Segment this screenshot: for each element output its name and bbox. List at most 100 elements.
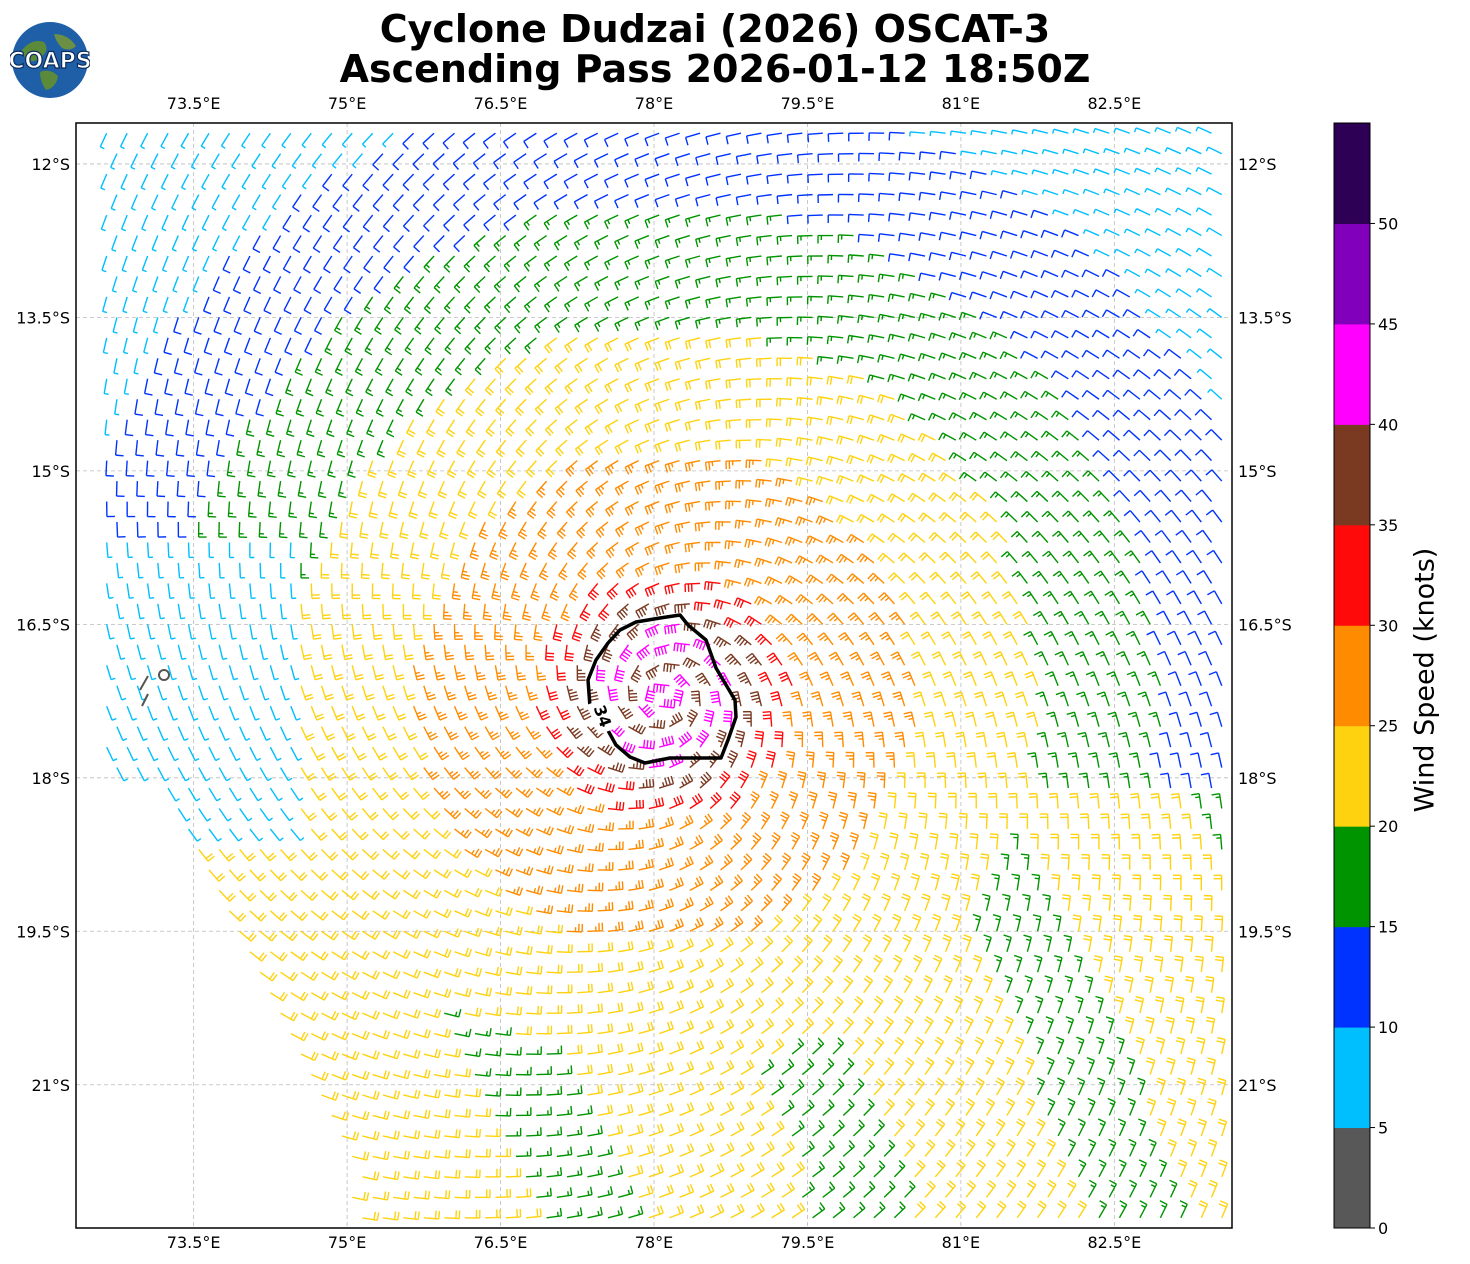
wind-barb — [395, 398, 404, 417]
wind-barb — [165, 460, 175, 478]
wind-barb — [989, 210, 1008, 219]
wind-barb — [535, 439, 548, 457]
wind-barb — [1134, 530, 1151, 543]
wind-barb — [856, 513, 875, 524]
wind-barb — [887, 253, 905, 262]
wind-barb — [725, 296, 742, 308]
wind-barb — [393, 276, 404, 294]
wind-barb — [664, 378, 680, 392]
wind-barb — [847, 254, 864, 263]
wind-barb — [495, 439, 507, 458]
wind-barb — [402, 132, 415, 150]
wind-barb — [236, 440, 245, 458]
wind-barb — [1205, 146, 1223, 155]
wind-barb — [856, 354, 875, 364]
wind-barb — [1041, 510, 1059, 523]
wind-barb — [265, 419, 275, 437]
wind-barb — [271, 153, 282, 170]
wind-barb — [1113, 167, 1130, 175]
wind-barb — [301, 132, 312, 149]
wind-barb — [146, 501, 156, 518]
wind-barb — [694, 316, 711, 329]
wind-barb — [573, 194, 588, 210]
wind-barb — [264, 378, 274, 397]
wind-barb — [785, 457, 803, 467]
wind-barb — [584, 419, 599, 436]
wind-barb — [999, 270, 1018, 280]
wind-barb — [122, 296, 128, 314]
wind-barb — [755, 438, 772, 448]
wind-barb — [184, 378, 193, 396]
wind-barb — [262, 214, 271, 231]
wind-barb — [1040, 269, 1059, 279]
wind-barb — [536, 480, 548, 499]
wind-barb — [959, 551, 977, 564]
wind-barb — [493, 153, 507, 170]
lon-label-bottom: 79.5°E — [781, 1233, 835, 1252]
wind-barb — [1194, 408, 1213, 421]
wind-barb — [105, 460, 114, 477]
wind-barb — [442, 132, 455, 150]
wind-barb — [102, 337, 108, 355]
wind-barb — [215, 399, 224, 417]
wind-barb — [1195, 166, 1212, 175]
wind-barb — [284, 378, 294, 397]
wind-barb — [193, 358, 203, 376]
wind-barb — [314, 358, 323, 376]
wind-barb — [756, 153, 772, 165]
wind-barb — [525, 460, 537, 478]
wind-barb — [856, 394, 875, 405]
wind-barb — [938, 191, 956, 200]
wind-barb — [261, 132, 271, 149]
wind-barb — [573, 234, 588, 251]
wind-barb — [465, 419, 476, 438]
wind-barb — [848, 132, 864, 142]
wind-barb — [374, 357, 384, 376]
wind-barb — [775, 477, 793, 487]
wind-barb — [153, 358, 163, 376]
wind-barb — [407, 460, 417, 479]
wind-barb — [553, 194, 568, 210]
wind-barb — [644, 214, 660, 229]
wind-barb — [877, 394, 895, 404]
wind-barb — [388, 501, 398, 519]
wind-barb — [429, 542, 440, 560]
wind-barb — [715, 316, 731, 329]
wind-barb — [1020, 430, 1039, 441]
wind-barb — [1112, 329, 1131, 339]
wind-barb — [745, 173, 762, 185]
wind-barb — [805, 416, 823, 426]
wind-barb — [329, 542, 339, 559]
wind-barb — [776, 316, 793, 326]
wind-barb — [827, 173, 844, 183]
wind-barb — [1206, 267, 1223, 278]
wind-barb — [475, 398, 486, 417]
wind-barb — [887, 293, 905, 303]
wind-barb — [242, 255, 251, 274]
wind-barb — [114, 399, 120, 416]
wind-barb — [877, 353, 895, 363]
wind-barb — [664, 132, 680, 146]
wind-barb — [237, 481, 246, 498]
wind-barb — [634, 275, 650, 290]
wind-barb — [856, 434, 875, 445]
wind-barb — [604, 255, 619, 271]
wind-barb — [193, 317, 202, 335]
wind-barb — [826, 375, 844, 385]
wind-barb — [498, 521, 508, 540]
wind-barb — [827, 132, 844, 142]
wind-barb — [473, 194, 486, 211]
wind-barb — [121, 255, 128, 273]
wind-barb — [989, 371, 1008, 380]
wind-barb — [684, 500, 701, 513]
lat-label-right: 21°S — [1238, 1076, 1277, 1095]
wind-barb — [1040, 310, 1059, 319]
wind-barb — [292, 194, 302, 213]
wind-barb — [278, 521, 288, 539]
wind-barb — [1030, 370, 1049, 380]
wind-barb — [1123, 147, 1141, 155]
colorbar: 0 5 10 15 20 25 30 35 40 45 50 — [1333, 122, 1398, 1238]
wind-barb — [348, 501, 358, 519]
wind-barb — [585, 501, 599, 518]
wind-barb — [335, 398, 344, 417]
